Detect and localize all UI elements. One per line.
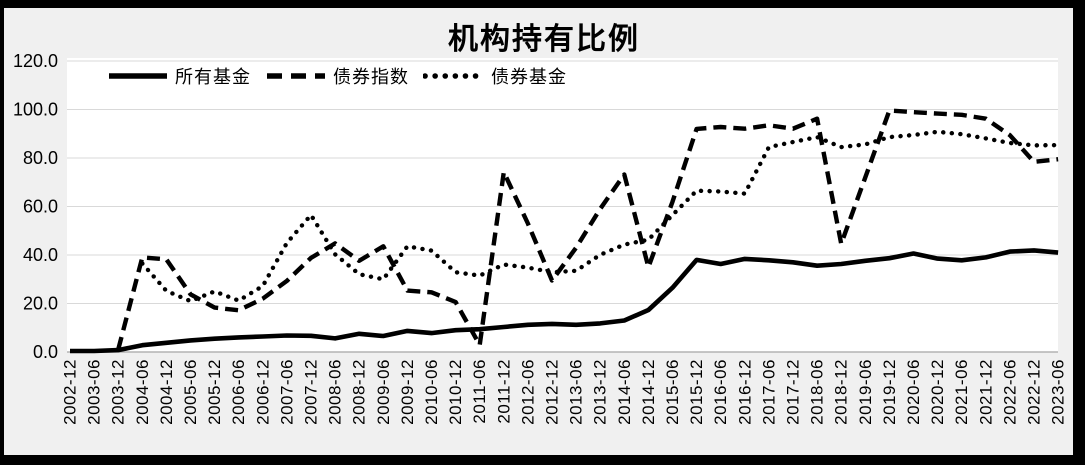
x-tick-label: 2005-12: [205, 359, 224, 425]
y-tick-label: 40.0: [23, 245, 58, 265]
x-tick-label: 2009-06: [374, 359, 393, 425]
x-tick-label: 2014-12: [639, 359, 658, 425]
legend-line-sample-solid: [109, 73, 167, 79]
chart-legend: 所有基金 债券指数 债券基金: [107, 62, 567, 90]
legend-label: 债券基金: [491, 67, 567, 87]
x-tick-label: 2015-06: [663, 359, 682, 425]
x-tick-label: 2013-12: [591, 359, 610, 425]
x-tick-label: 2004-06: [133, 359, 152, 425]
x-tick-label: 2021-12: [976, 359, 995, 425]
x-tick-label: 2009-12: [398, 359, 417, 425]
x-tick-label: 2022-12: [1025, 359, 1044, 425]
y-tick-label: 120.0: [13, 51, 58, 71]
legend-label: 债券指数: [333, 67, 409, 87]
x-tick-label: 2003-06: [85, 359, 104, 425]
y-tick-label: 60.0: [23, 197, 58, 217]
series-line-dashed: [116, 108, 1059, 351]
x-tick-label: 2003-12: [109, 359, 128, 425]
x-tick-label: 2015-12: [687, 359, 706, 425]
x-tick-label: 2004-12: [157, 359, 176, 425]
x-tick-label: 2018-12: [832, 359, 851, 425]
x-tick-label: 2016-12: [735, 359, 754, 425]
x-tick-label: 2008-12: [350, 359, 369, 425]
legend-label: 所有基金: [175, 67, 251, 87]
x-tick-label: 2020-06: [904, 359, 923, 425]
x-tick-label: 2011-12: [494, 359, 513, 424]
x-tick-label: 2010-06: [422, 359, 441, 425]
x-tick-label: 2005-06: [181, 359, 200, 425]
x-tick-label: 2008-06: [326, 359, 345, 425]
x-tick-label: 2019-12: [880, 359, 899, 425]
x-tick-label: 2017-06: [759, 359, 778, 425]
x-tick-label: 2002-12: [61, 359, 80, 425]
x-tick-label: 2006-06: [229, 359, 248, 425]
x-tick-label: 2011-06: [470, 359, 489, 424]
x-tick-label: 2019-06: [856, 359, 875, 425]
series-line-dotted: [140, 129, 1061, 304]
x-tick-label: 2018-06: [808, 359, 827, 425]
chart-canvas: 机构持有比例 所有基金 债券指数 债券基金 0.0 20.0 40.0 60.0 80.0 1…: [4, 8, 1073, 455]
y-tick-label: 100.0: [13, 100, 58, 120]
chart-title: 机构持有比例: [448, 23, 640, 56]
line-chart-plot: 0.0 20.0 40.0 60.0 80.0 100.0 120.0 2002-12 2003…: [13, 51, 1068, 425]
x-tick-label: 2022-06: [1000, 359, 1019, 425]
x-tick-label: 2007-12: [302, 359, 321, 425]
x-tick-label: 2006-12: [253, 359, 272, 425]
legend-line-sample-dotted: [423, 73, 485, 79]
x-tick-label: 2012-06: [518, 359, 537, 425]
y-tick-label: 80.0: [23, 148, 58, 168]
legend-item-dashed: 债券指数: [265, 63, 409, 89]
legend-item-dotted: 债券基金: [423, 63, 567, 89]
x-tick-label: 2010-12: [446, 359, 465, 425]
x-tick-label: 2021-06: [952, 359, 971, 425]
x-tick-label: 2017-12: [784, 359, 803, 425]
x-tick-label: 2012-12: [543, 359, 562, 425]
series-line-solid: [70, 248, 1059, 354]
x-tick-label: 2007-06: [277, 359, 296, 425]
y-tick-label: 20.0: [23, 294, 58, 314]
x-tick-label: 2023-06: [1049, 359, 1068, 425]
y-tick-label: 0.0: [33, 342, 58, 362]
legend-line-sample-dashed: [267, 73, 325, 79]
x-tick-label: 2014-06: [615, 359, 634, 425]
x-tick-label: 2016-06: [711, 359, 730, 425]
x-tick-label: 2020-12: [928, 359, 947, 425]
legend-item-solid: 所有基金: [107, 63, 251, 89]
x-tick-label: 2013-06: [567, 359, 586, 425]
